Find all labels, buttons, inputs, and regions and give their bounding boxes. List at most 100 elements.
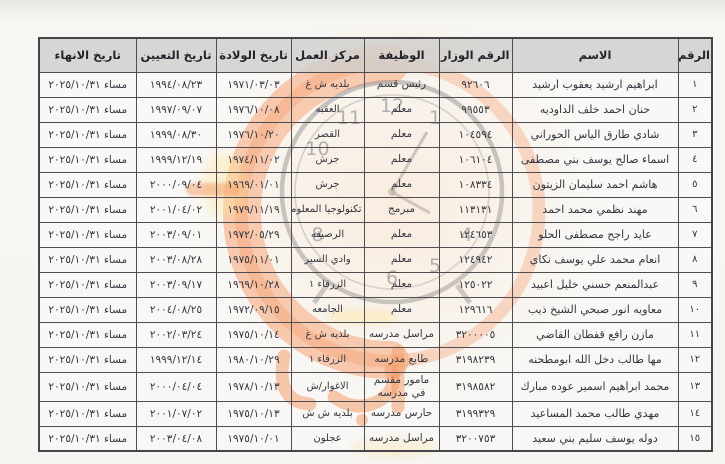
cell-appointment-date: ١٩٩٩/١٢/١٩ bbox=[135, 146, 217, 173]
cell-birth-date: ١٩٧٢/٠٩/١٥ bbox=[215, 296, 292, 323]
cell-appointment-date: ٢٠٠٠/٠٤/٠٤ bbox=[135, 371, 217, 402]
header-ministry-number: الرقم الوزاري bbox=[438, 37, 513, 73]
cell-number: ٣ bbox=[677, 121, 713, 148]
table-row: ١ ابراهيم ارشيد يعقوب ارشيد ٩٢٦٠٦ رئيس ق… bbox=[38, 71, 713, 98]
cell-end-date: مساء ٢٠٢٥/١٠/٣١ bbox=[38, 400, 137, 427]
cell-job: معلم bbox=[363, 221, 440, 248]
cell-end-date: مساء ٢٠٢٥/١٠/٣١ bbox=[38, 425, 137, 452]
cell-ministry-number: ٣١٩٨٥٨٢ bbox=[438, 371, 513, 402]
cell-job: رئيس قسم bbox=[363, 71, 440, 98]
cell-work-center: القصر bbox=[290, 121, 365, 148]
cell-ministry-number: ٣١٩٨٢٣٩ bbox=[438, 346, 513, 373]
cell-ministry-number: ١٠٤٥٩٤ bbox=[438, 121, 513, 148]
cell-birth-date: ١٩٦٩/١٠/٢٨ bbox=[215, 271, 292, 298]
cell-name: ابراهيم ارشيد يعقوب ارشيد bbox=[511, 71, 679, 98]
cell-end-date: مساء ٢٠٢٥/١٠/٣١ bbox=[38, 146, 137, 173]
cell-birth-date: ١٩٦٩/٠١/٠١ bbox=[215, 171, 292, 198]
table-row: ٨ انعام محمد علي يوسف نكاي ١٢٤٩٤٢ معلم و… bbox=[38, 246, 713, 273]
cell-name: مازن رافع قفطان القاضي bbox=[511, 321, 679, 348]
table-row: ٧ عايد راجح مصطفى الحلو ١٢٤٦٥٣ معلم الرص… bbox=[38, 221, 713, 248]
cell-name: دوله يوسف سليم بني سعيد bbox=[511, 425, 679, 452]
table-row: ١١ مازن رافع قفطان القاضي ٣٢٠٠٠٠٥ مراسل … bbox=[38, 321, 713, 348]
cell-ministry-number: ٣٢٠٠٠٠٥ bbox=[438, 321, 513, 348]
cell-name: عايد راجح مصطفى الحلو bbox=[511, 221, 679, 248]
header-end-date: تاريخ الانهاء bbox=[38, 37, 137, 73]
cell-birth-date: ١٩٨٠/١٠/٢٩ bbox=[215, 346, 292, 373]
table-row: ٤ اسماء صالح يوسف بني مصطفى ١٠٦١٠٤ معلم … bbox=[38, 146, 713, 173]
cell-appointment-date: ٢٠٠٣/٠٨/٢٨ bbox=[135, 246, 217, 273]
cell-work-center: وادي السير bbox=[290, 246, 365, 273]
cell-appointment-date: ٢٠٠٢/٠٣/٢٤ bbox=[135, 321, 217, 348]
cell-work-center: الزرقاء ١ bbox=[290, 346, 365, 373]
cell-end-date: مساء ٢٠٢٥/١٠/٣١ bbox=[38, 221, 137, 248]
cell-appointment-date: ٢٠٠٤/٠٨/٢٥ bbox=[135, 296, 217, 323]
cell-number: ٦ bbox=[677, 196, 713, 223]
header-row: الرقم الاسم الرقم الوزاري الوظيفة مركز ا… bbox=[38, 37, 713, 73]
cell-appointment-date: ١٩٩٩/١٢/١٤ bbox=[135, 346, 217, 373]
cell-ministry-number: ١٢٤٩٤٢ bbox=[438, 246, 513, 273]
cell-name: اسماء صالح يوسف بني مصطفى bbox=[511, 146, 679, 173]
cell-end-date: مساء ٢٠٢٥/١٠/٣١ bbox=[38, 321, 137, 348]
cell-ministry-number: ١٠٦١٠٤ bbox=[438, 146, 513, 173]
cell-birth-date: ١٩٧٦/١٠/٠٨ bbox=[215, 96, 292, 123]
table-row: ٣ شادي طارق الياس الحوراني ١٠٤٥٩٤ معلم ا… bbox=[38, 121, 713, 148]
cell-work-center: تكنولوجيا المعلومات bbox=[290, 196, 365, 223]
cell-birth-date: ١٩٧١/٠٣/٠٣ bbox=[215, 71, 292, 98]
cell-birth-date: ١٩٧٩/١١/١٩ bbox=[215, 196, 292, 223]
cell-job: معلم bbox=[363, 246, 440, 273]
cell-work-center: الرصيفه bbox=[290, 221, 365, 248]
cell-appointment-date: ١٩٩٧/٠٩/٠٧ bbox=[135, 96, 217, 123]
cell-end-date: مساء ٢٠٢٥/١٠/٣١ bbox=[38, 371, 137, 402]
cell-number: ٢ bbox=[677, 96, 713, 123]
cell-ministry-number: ١٢٤٦٥٣ bbox=[438, 221, 513, 248]
table-row: ٩ عبدالمنعم حسني خليل اعبيد ١٢٥٠٢٢ معلم … bbox=[38, 271, 713, 298]
cell-job: معلم bbox=[363, 171, 440, 198]
staff-termination-table-wrap: الرقم الاسم الرقم الوزاري الوظيفة مركز ا… bbox=[38, 37, 713, 453]
cell-ministry-number: ٣١٩٩٣٢٩ bbox=[438, 400, 513, 427]
cell-number: ٧ bbox=[677, 221, 713, 248]
cell-birth-date: ١٩٧٥/١٠/١٤ bbox=[215, 321, 292, 348]
cell-job: طابع مدرسه bbox=[363, 346, 440, 373]
cell-ministry-number: ٣٢٠٠٧٥٣ bbox=[438, 425, 513, 452]
cell-work-center: جرش bbox=[290, 146, 365, 173]
cell-number: ١٠ bbox=[677, 296, 713, 323]
table-row: ١٥ دوله يوسف سليم بني سعيد ٣٢٠٠٧٥٣ مراسل… bbox=[38, 425, 713, 452]
cell-ministry-number: ١٢٩٦١٦ bbox=[438, 296, 513, 323]
cell-birth-date: ١٩٧٦/١٠/٢٠ bbox=[215, 121, 292, 148]
header-birth-date: تاريخ الولادة bbox=[215, 37, 292, 73]
cell-end-date: مساء ٢٠٢٥/١٠/٣١ bbox=[38, 171, 137, 198]
cell-number: ٨ bbox=[677, 246, 713, 273]
cell-birth-date: ١٩٧٤/١١/٠٢ bbox=[215, 146, 292, 173]
cell-job: معلم bbox=[363, 271, 440, 298]
table-row: ١٤ مهدي طالب محمد المساعيد ٣١٩٩٣٢٩ حارس … bbox=[38, 400, 713, 427]
cell-number: ٥ bbox=[677, 171, 713, 198]
header-number: الرقم bbox=[677, 37, 713, 73]
table-row: ٢ حنان احمد خلف الداوديه ٩٩٥٥٣ معلم العق… bbox=[38, 96, 713, 123]
cell-job: مامور مقسم في مدرسه bbox=[363, 371, 440, 402]
cell-number: ٩ bbox=[677, 271, 713, 298]
cell-name: حنان احمد خلف الداوديه bbox=[511, 96, 679, 123]
cell-appointment-date: ٢٠٠١/٠٤/٠٢ bbox=[135, 196, 217, 223]
cell-ministry-number: ١١٣١٣١ bbox=[438, 196, 513, 223]
header-work-center: مركز العمل bbox=[290, 37, 365, 73]
cell-end-date: مساء ٢٠٢٥/١٠/٣١ bbox=[38, 196, 137, 223]
cell-number: ١٤ bbox=[677, 400, 713, 427]
header-job: الوظيفة bbox=[363, 37, 440, 73]
cell-ministry-number: ١٢٥٠٢٢ bbox=[438, 271, 513, 298]
cell-name: عبدالمنعم حسني خليل اعبيد bbox=[511, 271, 679, 298]
cell-end-date: مساء ٢٠٢٥/١٠/٣١ bbox=[38, 346, 137, 373]
cell-number: ٤ bbox=[677, 146, 713, 173]
cell-end-date: مساء ٢٠٢٥/١٠/٣١ bbox=[38, 296, 137, 323]
cell-ministry-number: ٩٩٥٥٣ bbox=[438, 96, 513, 123]
cell-name: هاشم احمد سليمان الزيتون bbox=[511, 171, 679, 198]
cell-name: محمد ابراهيم اسمير عوده مبارك bbox=[511, 371, 679, 402]
cell-ministry-number: ١٠٨٣٣٤ bbox=[438, 171, 513, 198]
cell-appointment-date: ٢٠٠٠/٠٩/٠٤ bbox=[135, 171, 217, 198]
cell-job: مبرمج bbox=[363, 196, 440, 223]
cell-number: ١٥ bbox=[677, 425, 713, 452]
cell-birth-date: ١٩٧٨/١٠/١٣ bbox=[215, 371, 292, 402]
cell-end-date: مساء ٢٠٢٥/١٠/٣١ bbox=[38, 121, 137, 148]
table-row: ١٢ مها طالب دخل الله ابومطحنه ٣١٩٨٢٣٩ طا… bbox=[38, 346, 713, 373]
cell-appointment-date: ٢٠٠٣/٠٤/٠٨ bbox=[135, 425, 217, 452]
staff-termination-table: الرقم الاسم الرقم الوزاري الوظيفة مركز ا… bbox=[38, 37, 713, 453]
